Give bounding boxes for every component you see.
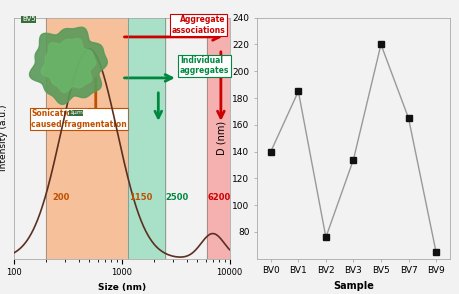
Text: 1μm: 1μm (69, 111, 83, 116)
Y-axis label: D (nm): D (nm) (217, 121, 227, 155)
Text: 6200: 6200 (208, 193, 231, 202)
X-axis label: Size (nm): Size (nm) (98, 283, 146, 292)
Text: Sonication
caused fragmentation: Sonication caused fragmentation (31, 109, 127, 129)
Text: 1150: 1150 (129, 193, 153, 202)
Text: Aggregate
associations: Aggregate associations (171, 15, 225, 34)
Bar (46, 18, 165, 259)
X-axis label: Sample: Sample (333, 281, 374, 291)
Polygon shape (29, 27, 107, 104)
Text: 2500: 2500 (166, 193, 189, 202)
Text: 200: 200 (53, 193, 70, 202)
Bar (207, 18, 230, 259)
Bar (128, 18, 165, 259)
Y-axis label: Intensity (a.u.): Intensity (a.u.) (0, 105, 8, 171)
Text: BV5: BV5 (22, 16, 36, 22)
Text: Individual
aggregates: Individual aggregates (180, 56, 229, 76)
Polygon shape (41, 39, 96, 92)
